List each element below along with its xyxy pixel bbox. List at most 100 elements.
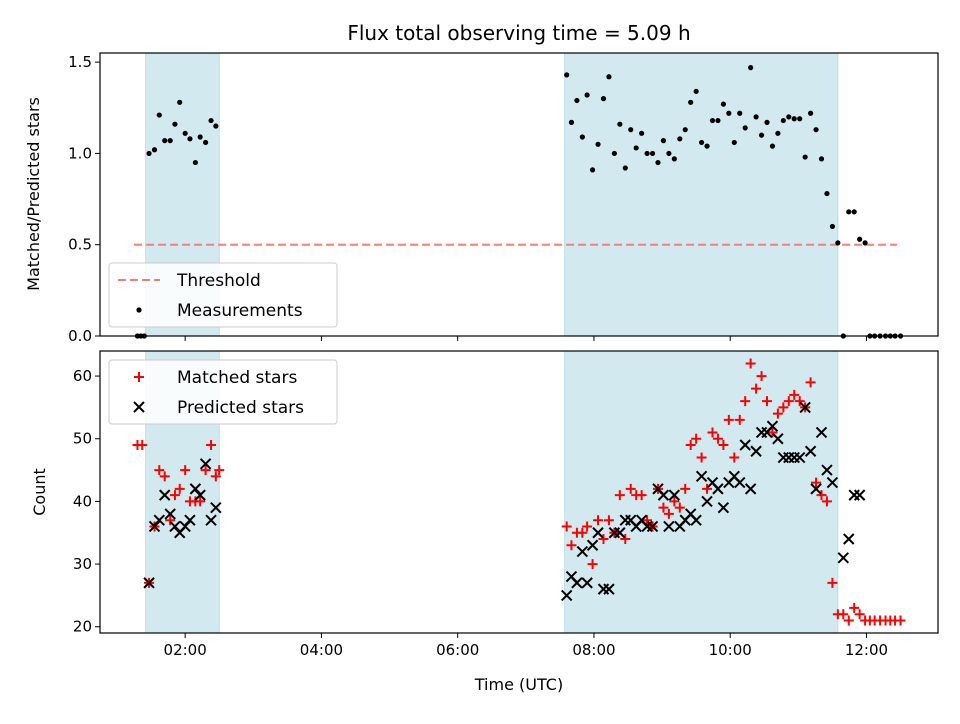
data-point	[646, 520, 659, 533]
data-point	[804, 445, 817, 457]
ratio-panel: 0.0 0.5 1.0 1.5 Threshold Measurements	[68, 52, 939, 345]
data-point	[693, 88, 699, 94]
data-point	[767, 427, 778, 438]
data-point	[709, 117, 716, 124]
observing-window	[564, 350, 839, 634]
data-point	[846, 209, 852, 215]
data-point	[195, 496, 206, 507]
data-point	[818, 156, 825, 162]
data-point	[698, 139, 705, 146]
data-point	[192, 159, 198, 166]
y-tick-label: 1.0	[68, 144, 92, 162]
data-point	[740, 396, 751, 407]
data-point	[780, 117, 786, 124]
observing-window	[564, 52, 839, 337]
data-point	[696, 452, 707, 463]
data-point	[797, 116, 803, 122]
data-point	[614, 490, 625, 501]
data-point	[793, 451, 806, 464]
legend-box	[108, 262, 338, 328]
data-point	[799, 401, 811, 414]
data-point	[775, 130, 781, 136]
data-point	[153, 514, 165, 526]
data-point	[821, 496, 832, 507]
legend-label: Measurements	[177, 301, 303, 321]
data-point	[849, 602, 860, 613]
data-point	[764, 119, 770, 125]
data-point	[169, 520, 181, 533]
data-point	[862, 240, 868, 246]
data-point	[156, 112, 162, 118]
data-point	[753, 114, 759, 120]
data-point	[851, 209, 857, 215]
data-point	[660, 138, 667, 144]
data-point	[203, 139, 209, 146]
data-point	[853, 489, 866, 501]
x-tick-label: 08:00	[572, 641, 615, 659]
data-point	[810, 483, 822, 495]
data-point	[854, 609, 865, 620]
data-point	[177, 99, 183, 105]
data-point	[214, 465, 225, 476]
data-point	[895, 615, 906, 626]
data-point	[611, 150, 617, 157]
data-point	[789, 389, 800, 400]
data-point	[674, 502, 685, 513]
data-point	[568, 119, 575, 125]
data-point	[671, 156, 677, 162]
data-point	[701, 495, 713, 508]
data-point	[734, 414, 745, 425]
data-point	[164, 508, 176, 520]
data-point	[807, 110, 814, 116]
data-point	[657, 489, 670, 501]
data-point	[636, 490, 647, 501]
data-point	[587, 559, 598, 570]
data-point	[682, 127, 688, 133]
data-point	[815, 426, 828, 439]
x-tick-label: 04:00	[300, 641, 343, 659]
data-point	[666, 150, 672, 157]
axes-frame	[99, 350, 939, 634]
data-point	[603, 583, 615, 595]
legend-label: Threshold	[176, 271, 261, 291]
data-point	[748, 65, 754, 71]
data-point	[702, 483, 713, 494]
data-point	[154, 465, 165, 476]
data-point	[821, 464, 833, 476]
data-point	[189, 483, 202, 495]
data-point	[159, 489, 171, 501]
data-point	[794, 396, 805, 407]
data-point	[614, 527, 626, 539]
data-point	[606, 74, 612, 80]
data-point	[715, 117, 721, 124]
data-point	[857, 236, 863, 242]
data-point	[561, 521, 572, 532]
data-point	[669, 496, 680, 507]
chart-title: Flux total observing time = 5.09 h	[347, 21, 690, 45]
data-point	[663, 520, 675, 533]
data-point	[174, 483, 185, 494]
data-point	[184, 514, 196, 526]
data-point	[644, 150, 650, 157]
data-point	[766, 420, 779, 432]
axes-frame	[99, 52, 939, 337]
data-point	[182, 130, 188, 136]
data-point	[734, 476, 746, 489]
data-point	[786, 114, 792, 120]
legend: Matched stars Predicted stars	[108, 359, 338, 425]
ylabel-ratio: Matched/Predicted stars	[24, 97, 43, 291]
data-point	[560, 589, 573, 602]
legend-marker	[134, 372, 144, 382]
data-point	[745, 358, 756, 369]
data-point	[206, 440, 217, 450]
data-point	[688, 99, 694, 105]
data-point	[729, 452, 740, 463]
y-tick-label: 60	[73, 367, 92, 385]
legend-box	[108, 359, 338, 425]
data-point	[210, 501, 222, 514]
data-point	[712, 483, 724, 495]
data-point	[592, 527, 604, 539]
data-point	[772, 408, 783, 419]
data-point	[169, 490, 180, 501]
y-tick-label: 0.5	[68, 236, 92, 254]
